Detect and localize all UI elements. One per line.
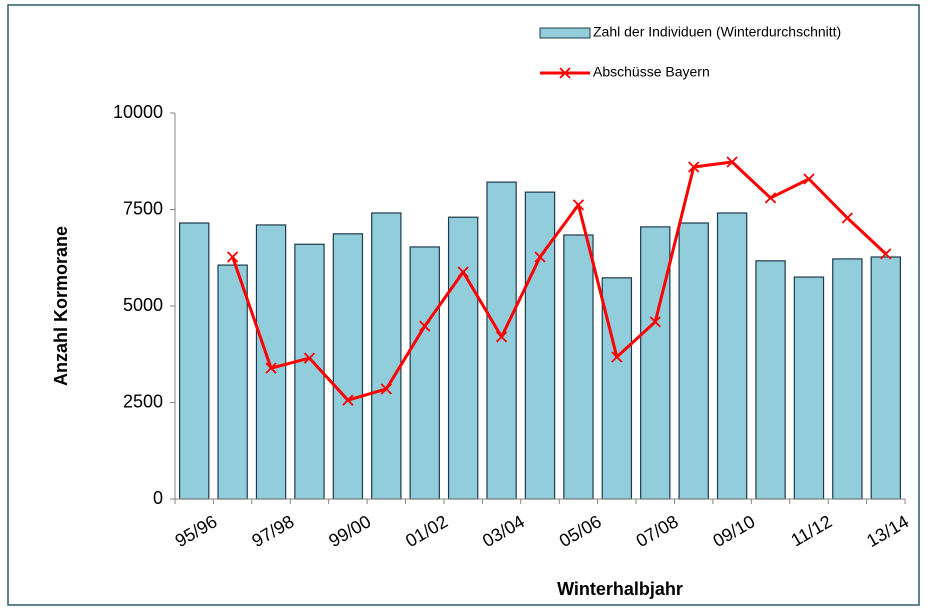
bar <box>755 260 786 500</box>
bar <box>563 234 594 500</box>
legend-swatch <box>539 27 591 39</box>
y-tick-label: 7500 <box>123 198 163 218</box>
bar <box>217 264 248 500</box>
bar <box>447 216 479 500</box>
bar <box>793 276 825 500</box>
line-marker <box>226 251 239 263</box>
line-marker <box>611 351 623 363</box>
y-tick-label: 2500 <box>123 391 163 411</box>
line-marker <box>457 266 469 278</box>
y-tick-label: 10000 <box>113 102 163 122</box>
line-marker <box>419 320 431 332</box>
y-tick-label: 0 <box>153 488 163 508</box>
bar <box>179 222 210 500</box>
line-marker <box>880 248 892 260</box>
line-marker <box>688 161 700 173</box>
line-marker <box>265 362 277 374</box>
x-axis-title: Winterhalbjahr <box>557 579 683 599</box>
bar <box>870 256 901 500</box>
bar <box>294 243 325 500</box>
line-marker <box>572 199 585 211</box>
bar <box>678 222 709 500</box>
line-marker <box>495 331 508 343</box>
bar <box>716 212 748 500</box>
line-marker <box>303 352 316 364</box>
line-marker <box>726 156 738 168</box>
line <box>231 160 887 402</box>
legend-marker <box>559 67 571 79</box>
bar <box>486 181 517 500</box>
line-marker <box>380 383 392 395</box>
y-tick-label: 5000 <box>123 295 163 315</box>
line-marker <box>649 316 661 328</box>
bar <box>371 212 402 500</box>
legend-label: Abschüsse Bayern <box>593 64 710 80</box>
y-axis-title: Anzahl Kormorane <box>51 226 71 386</box>
bar <box>409 246 440 500</box>
bar <box>832 258 863 500</box>
bar <box>332 233 364 500</box>
line-marker <box>841 212 854 224</box>
line-marker <box>342 394 354 406</box>
line-marker <box>764 192 777 204</box>
legend-label: Zahl der Individuen (Winterdurchschnitt) <box>593 24 841 40</box>
bar <box>524 191 556 500</box>
line-marker <box>534 251 546 263</box>
bar <box>640 226 671 500</box>
line-marker <box>803 173 815 185</box>
bar <box>255 224 287 500</box>
